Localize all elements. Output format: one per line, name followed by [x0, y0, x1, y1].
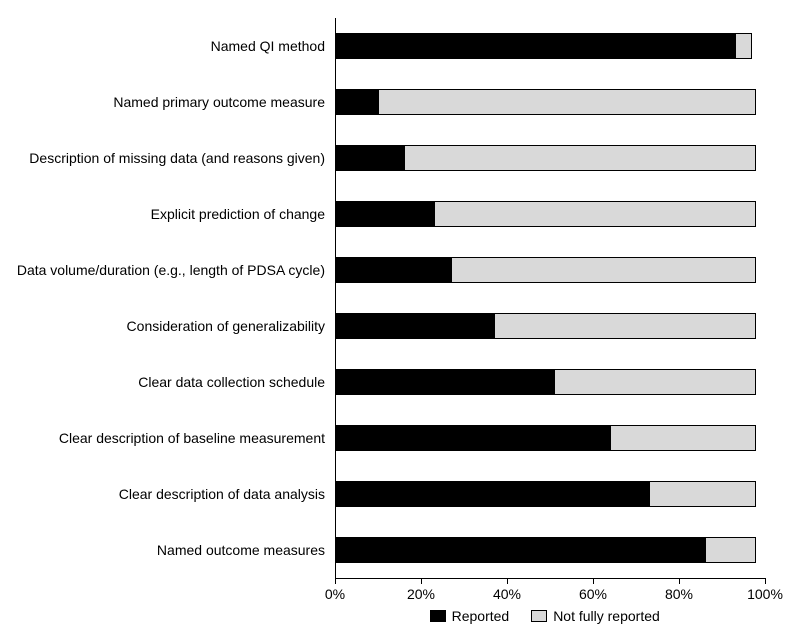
bar-reported — [335, 313, 494, 339]
category-label: Data volume/duration (e.g., length of PD… — [0, 262, 325, 278]
bar-not-fully-reported — [610, 425, 756, 451]
legend-label: Reported — [452, 608, 510, 624]
bar-not-fully-reported — [404, 145, 757, 171]
legend-swatch — [531, 610, 547, 622]
category-label: Named outcome measures — [0, 542, 325, 558]
plot-area — [335, 18, 765, 578]
bar-reported — [335, 33, 735, 59]
bar-not-fully-reported — [554, 369, 756, 395]
category-label: Clear description of baseline measuremen… — [0, 430, 325, 446]
bar-row — [335, 145, 765, 171]
bar-not-fully-reported — [451, 257, 756, 283]
bar-row — [335, 89, 765, 115]
legend-swatch — [430, 610, 446, 622]
bar-reported — [335, 537, 705, 563]
bar-not-fully-reported — [378, 89, 756, 115]
category-label: Clear data collection schedule — [0, 374, 325, 390]
bar-reported — [335, 425, 610, 451]
bar-reported — [335, 369, 554, 395]
bar-row — [335, 369, 765, 395]
bar-row — [335, 481, 765, 507]
category-label: Named primary outcome measure — [0, 94, 325, 110]
bar-not-fully-reported — [434, 201, 757, 227]
legend-label: Not fully reported — [553, 608, 660, 624]
category-label: Named QI method — [0, 38, 325, 54]
bar-row — [335, 33, 765, 59]
x-tick-label: 80% — [665, 586, 693, 602]
bar-not-fully-reported — [735, 33, 752, 59]
bar-reported — [335, 257, 451, 283]
bar-row — [335, 313, 765, 339]
bar-not-fully-reported — [649, 481, 757, 507]
x-tick-label: 40% — [493, 586, 521, 602]
bar-reported — [335, 201, 434, 227]
x-tick-label: 60% — [579, 586, 607, 602]
category-label: Consideration of generalizability — [0, 318, 325, 334]
bar-row — [335, 257, 765, 283]
legend: Reported Not fully reported — [430, 608, 660, 624]
category-label: Explicit prediction of change — [0, 206, 325, 222]
x-tick-mark — [765, 578, 766, 584]
bar-row — [335, 425, 765, 451]
y-axis — [335, 18, 336, 578]
category-label: Description of missing data (and reasons… — [0, 150, 325, 166]
qi-reporting-chart: Named QI method Named primary outcome mea… — [0, 0, 800, 640]
bar-row — [335, 201, 765, 227]
category-label: Clear description of data analysis — [0, 486, 325, 502]
x-tick-label: 100% — [747, 586, 783, 602]
bar-reported — [335, 481, 649, 507]
x-tick-label: 0% — [325, 586, 345, 602]
x-axis — [335, 578, 765, 579]
bar-not-fully-reported — [705, 537, 757, 563]
x-tick-label: 20% — [407, 586, 435, 602]
legend-item: Not fully reported — [531, 608, 660, 624]
bar-row — [335, 537, 765, 563]
bar-reported — [335, 145, 404, 171]
bar-reported — [335, 89, 378, 115]
legend-item: Reported — [430, 608, 510, 624]
bar-not-fully-reported — [494, 313, 756, 339]
